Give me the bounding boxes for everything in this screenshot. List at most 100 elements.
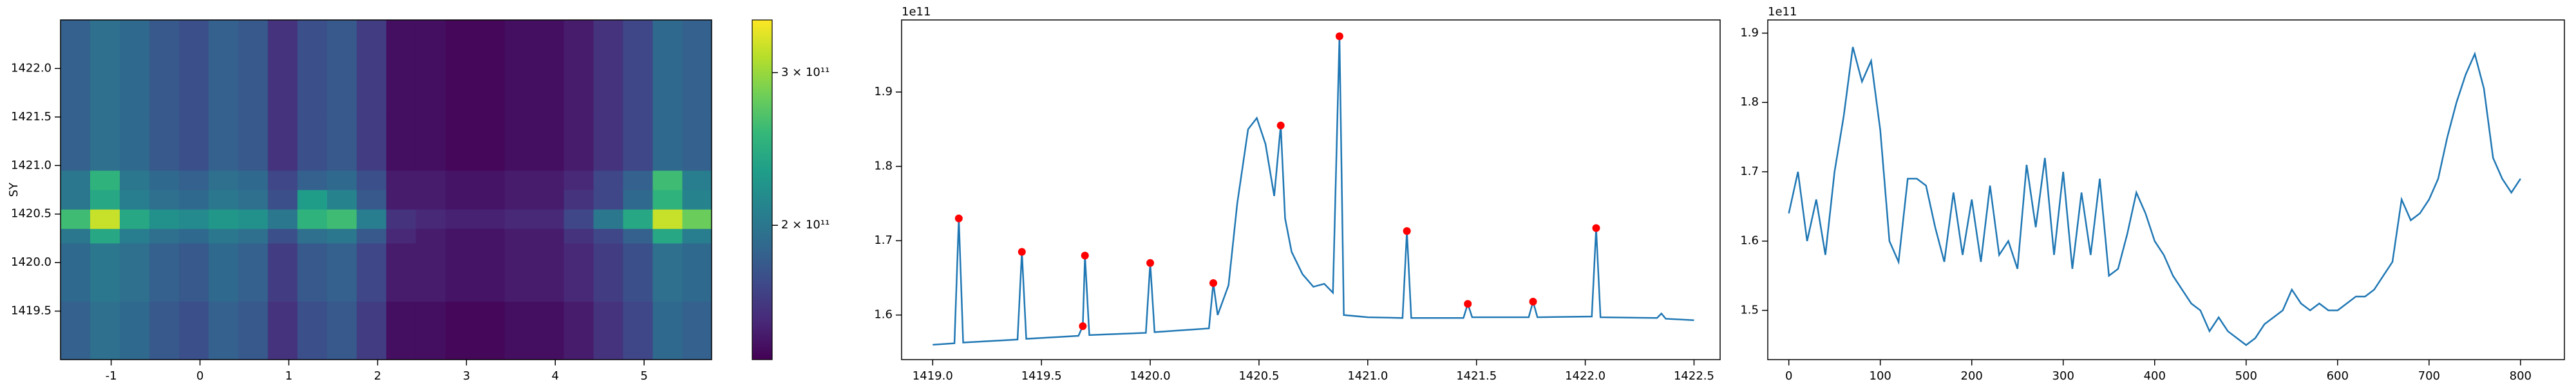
heatmap-cell bbox=[61, 170, 91, 190]
heatmap-cell bbox=[238, 301, 269, 360]
heatmap-cell bbox=[119, 170, 150, 190]
x-tick-label: 1421.0 bbox=[1347, 369, 1388, 383]
heatmap-cell bbox=[356, 20, 387, 118]
heatmap-cell bbox=[119, 228, 150, 244]
heatmap-cell bbox=[623, 209, 654, 229]
heatmap-cell bbox=[652, 228, 683, 244]
heatmap-cell bbox=[386, 228, 417, 244]
heatmap-cell bbox=[208, 243, 239, 302]
heatmap-cell bbox=[564, 228, 594, 244]
heatmap-cell bbox=[593, 190, 624, 210]
heatmap-cell bbox=[534, 20, 565, 118]
offset-label: 1e11 bbox=[1768, 5, 1797, 19]
heatmap-cell bbox=[504, 301, 535, 360]
heatmap-cell bbox=[238, 20, 269, 118]
heatmap-cell bbox=[504, 228, 535, 244]
x-tick-label: 1419.0 bbox=[913, 369, 953, 383]
heatmap-cell bbox=[208, 301, 239, 360]
heatmap-cell bbox=[504, 170, 535, 190]
heatmap-cell bbox=[149, 20, 180, 118]
heatmap-cell bbox=[652, 20, 683, 118]
heatmap-cell bbox=[178, 20, 209, 118]
y-tick-label: 1.6 bbox=[1740, 234, 1759, 248]
peak-marker bbox=[1018, 248, 1026, 256]
heatmap-cell bbox=[238, 170, 269, 190]
heatmap-cell bbox=[682, 243, 712, 302]
heatmap-cell bbox=[593, 20, 624, 118]
y-tick-label: 1.9 bbox=[1740, 26, 1759, 39]
peak-marker bbox=[1403, 227, 1411, 235]
peak-marker bbox=[1079, 322, 1087, 331]
heatmap-cell bbox=[415, 116, 446, 171]
heatmap-cell bbox=[386, 20, 417, 118]
heatmap-cell bbox=[149, 301, 180, 360]
heatmap-cell bbox=[475, 243, 506, 302]
heatmap-cell bbox=[475, 209, 506, 229]
heatmap-cell bbox=[564, 116, 594, 171]
y-tick-label: 1420.5 bbox=[11, 207, 52, 221]
heatmap-cell bbox=[415, 209, 446, 229]
heatmap-cell bbox=[90, 190, 120, 210]
heatmap-cell bbox=[90, 301, 120, 360]
peak-marker bbox=[1592, 224, 1600, 232]
heatmap-cell bbox=[356, 190, 387, 210]
heatmap-cell bbox=[178, 116, 209, 171]
heatmap-cell bbox=[475, 116, 506, 171]
heatmap-cell bbox=[149, 228, 180, 244]
heatmap-cell bbox=[504, 209, 535, 229]
heatmap-cell bbox=[504, 190, 535, 210]
y-tick-label: 1421.5 bbox=[11, 110, 52, 124]
heatmap-cell bbox=[652, 190, 683, 210]
heatmap-cell bbox=[356, 301, 387, 360]
heatmap-cell bbox=[238, 209, 269, 229]
heatmap-cell bbox=[90, 209, 120, 229]
heatmap-cell bbox=[119, 116, 150, 171]
y-tick-label: 1.7 bbox=[1740, 165, 1759, 178]
heatmap-cell bbox=[90, 228, 120, 244]
data-line bbox=[933, 36, 1694, 346]
peak-marker bbox=[1529, 297, 1537, 306]
heatmap-cell bbox=[623, 243, 654, 302]
heatmap-cell bbox=[564, 243, 594, 302]
heatmap-cell bbox=[386, 243, 417, 302]
heatmap-cell bbox=[682, 170, 712, 190]
peak-marker bbox=[1335, 32, 1343, 41]
heatmap-cell bbox=[445, 20, 476, 118]
heatmap-cell bbox=[61, 20, 91, 118]
heatmap-cell bbox=[415, 170, 446, 190]
x-tick-label: 1422.0 bbox=[1565, 369, 1605, 383]
axes-frame bbox=[1767, 19, 2565, 360]
heatmap-cell bbox=[327, 116, 357, 171]
heatmap-cell bbox=[534, 209, 565, 229]
heatmap-cell bbox=[504, 20, 535, 118]
heatmap-cell bbox=[61, 243, 91, 302]
heatmap-cell bbox=[267, 190, 298, 210]
heatmap-cell bbox=[119, 20, 150, 118]
heatmap-cell bbox=[208, 116, 239, 171]
heatmap-cell bbox=[61, 301, 91, 360]
peak-marker bbox=[1276, 122, 1285, 130]
x-tick-label: 700 bbox=[2418, 369, 2440, 383]
heatmap-cell bbox=[415, 228, 446, 244]
heatmap-cell bbox=[178, 243, 209, 302]
axes-frame bbox=[60, 19, 712, 360]
y-tick-label: 1.6 bbox=[874, 308, 893, 322]
heatmap-cell bbox=[267, 116, 298, 171]
heatmap-cell bbox=[445, 243, 476, 302]
x-tick-label: 1420.0 bbox=[1130, 369, 1171, 383]
heatmap-cell bbox=[267, 301, 298, 360]
x-tick-label: 1422.5 bbox=[1674, 369, 1714, 383]
heatmap-cell bbox=[534, 116, 565, 171]
heatmap-cell bbox=[593, 116, 624, 171]
heatmap-cell bbox=[415, 20, 446, 118]
heatmap-cell bbox=[564, 190, 594, 210]
heatmap-cell bbox=[593, 301, 624, 360]
heatmap-cell bbox=[445, 116, 476, 171]
heatmap-cell bbox=[445, 170, 476, 190]
heatmap-cell bbox=[327, 209, 357, 229]
colorbar bbox=[752, 19, 773, 360]
heatmap-cell bbox=[682, 190, 712, 210]
heatmap-cell bbox=[623, 301, 654, 360]
